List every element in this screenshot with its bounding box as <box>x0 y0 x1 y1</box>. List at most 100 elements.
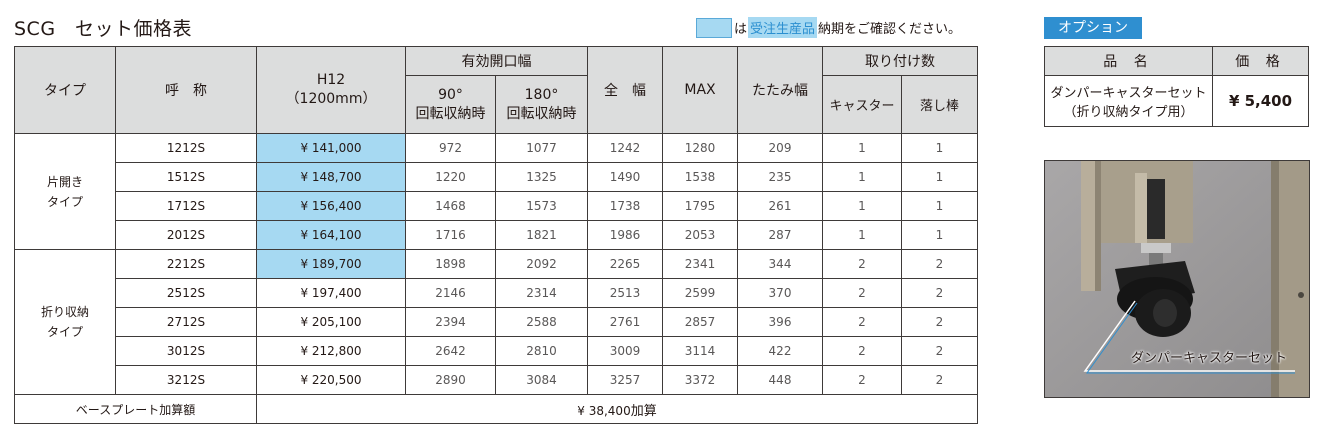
header-caster: キャスター <box>822 75 902 134</box>
header-deg90-line2: 回転収納時 <box>415 105 486 122</box>
base-plate-amount: ¥ 38,400 <box>577 403 631 418</box>
max-cell: 2341 <box>662 249 738 279</box>
model-cell: 3012S <box>115 336 257 366</box>
header-h12-line2: （1200mm） <box>285 91 377 107</box>
folded-width-cell: 344 <box>737 249 823 279</box>
price-cell: ¥ 220,500 <box>256 365 406 395</box>
caster-photo-label: ダンパーキャスターセット <box>1131 351 1288 366</box>
legend-post: 納期をご確認ください。 <box>818 22 962 37</box>
header-deg90-line1: 90° <box>438 86 463 103</box>
deg180-cell: 3084 <box>495 365 588 395</box>
model-cell: 1212S <box>115 133 257 163</box>
folded-width-cell: 261 <box>737 191 823 221</box>
legend-tag: 受注生産品 <box>748 17 818 38</box>
caster-count-cell: 2 <box>822 365 902 395</box>
deg180-cell: 2810 <box>495 336 588 366</box>
full-width-cell: 1738 <box>587 191 663 221</box>
table-row: 3012S ¥ 212,800 2642 2810 3009 3114 422 2 2 <box>15 336 978 366</box>
full-width-cell: 1490 <box>587 162 663 192</box>
header-deg180-line1: 180° <box>524 86 559 103</box>
caster-count-cell: 2 <box>822 307 902 337</box>
option-table: 品 名 価 格 ダンパーキャスターセット （折り収納タイプ用） ¥ 5,400 <box>1044 46 1309 127</box>
header-effective-opening: 有効開口幅 <box>405 46 588 76</box>
table-row: 2012S ¥ 164,100 1716 1821 1986 2053 287 1 1 <box>15 220 978 250</box>
price-cell: ¥ 189,700 <box>256 249 406 279</box>
model-cell: 2712S <box>115 307 257 337</box>
option-item-name: ダンパーキャスターセット （折り収納タイプ用） <box>1044 75 1213 127</box>
deg180-cell: 2588 <box>495 307 588 337</box>
max-cell: 2053 <box>662 220 738 250</box>
base-plate-suffix: 加算 <box>630 403 657 419</box>
base-plate-label: ベースプレート加算額 <box>14 394 257 424</box>
header-deg90: 90° 回転収納時 <box>405 75 496 134</box>
deg90-cell: 1220 <box>405 162 496 192</box>
drop-rod-count-cell: 1 <box>901 191 978 221</box>
caster-count-cell: 1 <box>822 220 902 250</box>
max-cell: 2599 <box>662 278 738 308</box>
model-cell: 2512S <box>115 278 257 308</box>
folded-width-cell: 235 <box>737 162 823 192</box>
type-group-label-line2: タイプ <box>46 194 83 209</box>
max-cell: 1538 <box>662 162 738 192</box>
price-cell: ¥ 212,800 <box>256 336 406 366</box>
legend: は 受注生産品 納期をご確認ください。 <box>696 17 961 38</box>
deg180-cell: 1573 <box>495 191 588 221</box>
base-plate-price: ¥ 38,400加算 <box>256 394 978 424</box>
caster-photo: ダンパーキャスターセット <box>1044 160 1310 398</box>
caster-count-cell: 2 <box>822 249 902 279</box>
max-cell: 3114 <box>662 336 738 366</box>
price-cell: ¥ 205,100 <box>256 307 406 337</box>
caster-count-cell: 2 <box>822 336 902 366</box>
deg180-cell: 1325 <box>495 162 588 192</box>
full-width-cell: 2761 <box>587 307 663 337</box>
header-full-width: 全 幅 <box>587 46 663 134</box>
type-group-cell: 折り収納 タイプ <box>14 249 116 395</box>
header-mount-count: 取り付け数 <box>822 46 978 76</box>
table-row: 1712S ¥ 156,400 1468 1573 1738 1795 261 1 1 <box>15 191 978 221</box>
drop-rod-count-cell: 2 <box>901 249 978 279</box>
folded-width-cell: 287 <box>737 220 823 250</box>
option-header-price: 価 格 <box>1212 46 1309 76</box>
price-table: タイプ 呼 称 H12 （1200mm） 有効開口幅 全 幅 MAX たたみ幅 … <box>14 46 978 424</box>
full-width-cell: 1986 <box>587 220 663 250</box>
full-width-cell: 3009 <box>587 336 663 366</box>
folded-width-cell: 209 <box>737 133 823 163</box>
type-group-label-line2: タイプ <box>46 325 83 339</box>
drop-rod-count-cell: 2 <box>901 278 978 308</box>
header-max: MAX <box>662 46 738 134</box>
drop-rod-count-cell: 2 <box>901 336 978 366</box>
drop-rod-count-cell: 1 <box>901 162 978 192</box>
full-width-cell: 2265 <box>587 249 663 279</box>
header-deg180-line2: 回転収納時 <box>506 105 577 122</box>
folded-width-cell: 396 <box>737 307 823 337</box>
header-folded-width: たたみ幅 <box>737 46 823 134</box>
max-cell: 3372 <box>662 365 738 395</box>
drop-rod-count-cell: 2 <box>901 307 978 337</box>
price-cell: ¥ 164,100 <box>256 220 406 250</box>
max-cell: 2857 <box>662 307 738 337</box>
deg90-cell: 2394 <box>405 307 496 337</box>
option-item-line2: （折り収納タイプ用） <box>1063 105 1194 120</box>
deg180-cell: 1821 <box>495 220 588 250</box>
header-name: 呼 称 <box>115 46 257 134</box>
price-cell: ¥ 148,700 <box>256 162 406 192</box>
model-cell: 1512S <box>115 162 257 192</box>
caster-photo-image <box>1045 161 1309 397</box>
model-cell: 1712S <box>115 191 257 221</box>
deg90-cell: 2890 <box>405 365 496 395</box>
caster-count-cell: 1 <box>822 133 902 163</box>
deg90-cell: 972 <box>405 133 496 163</box>
table-row: 片開き タイプ 1212S ¥ 141,000 972 1077 1242 1280 209 1 1 <box>14 133 978 250</box>
table-row: 2712S ¥ 205,100 2394 2588 2761 2857 396 2 2 <box>15 307 978 337</box>
header-h12: H12 （1200mm） <box>256 46 406 134</box>
model-cell: 2012S <box>115 220 257 250</box>
deg180-cell: 2092 <box>495 249 588 279</box>
price-cell: ¥ 156,400 <box>256 191 406 221</box>
max-cell: 1280 <box>662 133 738 163</box>
deg180-cell: 2314 <box>495 278 588 308</box>
made-to-order-swatch <box>696 17 732 38</box>
caster-count-cell: 1 <box>822 191 902 221</box>
drop-rod-count-cell: 1 <box>901 133 978 163</box>
model-cell: 2212S <box>115 249 257 279</box>
legend-pre: は <box>734 22 748 37</box>
